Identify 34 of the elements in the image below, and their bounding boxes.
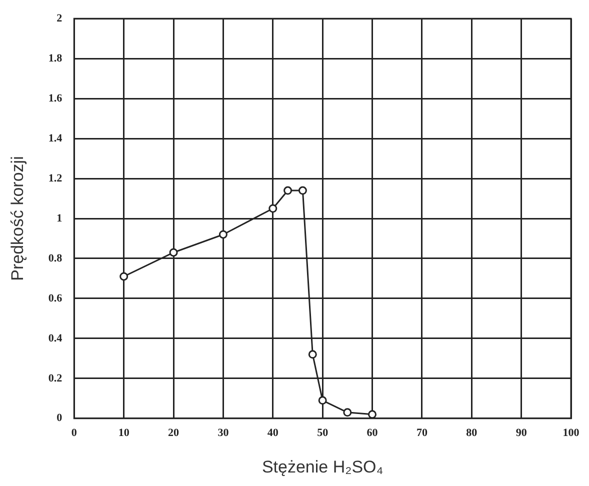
y-tick-label: 0.4 xyxy=(48,332,63,344)
point xyxy=(169,248,178,257)
y-tick-label: 0 xyxy=(56,412,63,424)
y-tick-label: 0.2 xyxy=(48,372,63,384)
y-tick-label: 1.2 xyxy=(48,172,63,184)
x-tick-label: 100 xyxy=(562,426,580,439)
y-tick-label: 1.6 xyxy=(48,92,63,104)
y-tick-label: 1 xyxy=(56,212,62,224)
y-axis-title: Prędkość korozji xyxy=(8,156,27,281)
x-axis-title: Stężenie H₂SO₄ xyxy=(262,457,384,476)
point xyxy=(284,186,292,195)
x-tick-label: 10 xyxy=(118,426,130,439)
point xyxy=(298,186,307,195)
x-tick-label: 30 xyxy=(218,426,230,439)
x-tick-label: 60 xyxy=(366,426,378,439)
y-tick-label: 1.4 xyxy=(48,132,63,144)
y-tick-label: 2 xyxy=(56,12,63,24)
x-tick-label: 50 xyxy=(317,426,329,439)
x-tick-label: 40 xyxy=(267,426,279,439)
y-tick-label: 0.6 xyxy=(48,292,63,304)
point xyxy=(343,408,352,417)
x-tick-label: 90 xyxy=(516,426,528,439)
x-tick-label: 70 xyxy=(416,426,428,439)
point xyxy=(120,272,128,281)
point xyxy=(318,396,327,405)
point xyxy=(308,350,317,359)
y-tick-label: 1.8 xyxy=(48,52,63,64)
x-tick-label: 0 xyxy=(71,426,78,439)
x-tick-label: 20 xyxy=(168,426,180,439)
point xyxy=(268,204,278,213)
x-tick-label: 80 xyxy=(466,426,478,439)
point xyxy=(218,230,228,239)
y-tick-label: 0.8 xyxy=(48,252,63,264)
point xyxy=(368,410,377,418)
